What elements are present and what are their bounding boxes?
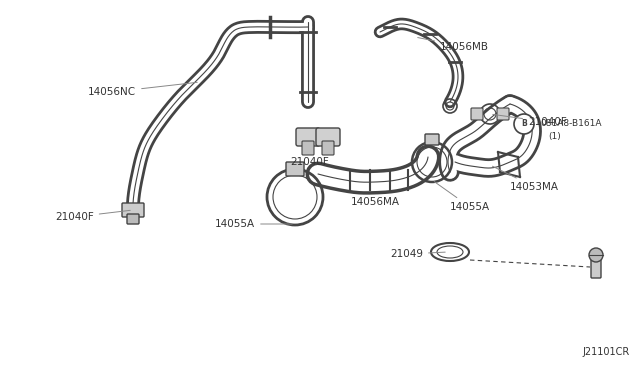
Text: J21101CR: J21101CR bbox=[583, 347, 630, 357]
Text: 21040F: 21040F bbox=[291, 157, 330, 167]
Circle shape bbox=[589, 248, 603, 262]
Text: 21040F: 21040F bbox=[55, 210, 130, 222]
Text: 081A8-B161A: 081A8-B161A bbox=[540, 119, 602, 128]
FancyBboxPatch shape bbox=[122, 203, 144, 217]
FancyBboxPatch shape bbox=[322, 141, 334, 155]
Text: 21040F: 21040F bbox=[493, 114, 567, 127]
Circle shape bbox=[514, 114, 534, 134]
Text: 14055A: 14055A bbox=[435, 182, 490, 212]
FancyBboxPatch shape bbox=[286, 162, 304, 176]
FancyBboxPatch shape bbox=[127, 214, 139, 224]
Text: 14056MA: 14056MA bbox=[351, 197, 399, 207]
FancyBboxPatch shape bbox=[302, 141, 314, 155]
Text: B: B bbox=[521, 119, 527, 128]
FancyBboxPatch shape bbox=[425, 134, 439, 145]
FancyBboxPatch shape bbox=[471, 108, 483, 120]
Text: 14053MA: 14053MA bbox=[493, 166, 559, 192]
FancyBboxPatch shape bbox=[591, 256, 601, 278]
FancyBboxPatch shape bbox=[497, 108, 509, 120]
Text: 14056NC: 14056NC bbox=[88, 82, 197, 97]
FancyBboxPatch shape bbox=[316, 128, 340, 146]
Text: (1): (1) bbox=[548, 132, 561, 141]
Text: 14056MB: 14056MB bbox=[418, 38, 489, 52]
Text: 21049: 21049 bbox=[390, 249, 445, 259]
FancyBboxPatch shape bbox=[296, 128, 320, 146]
Text: 14055A: 14055A bbox=[215, 219, 292, 229]
